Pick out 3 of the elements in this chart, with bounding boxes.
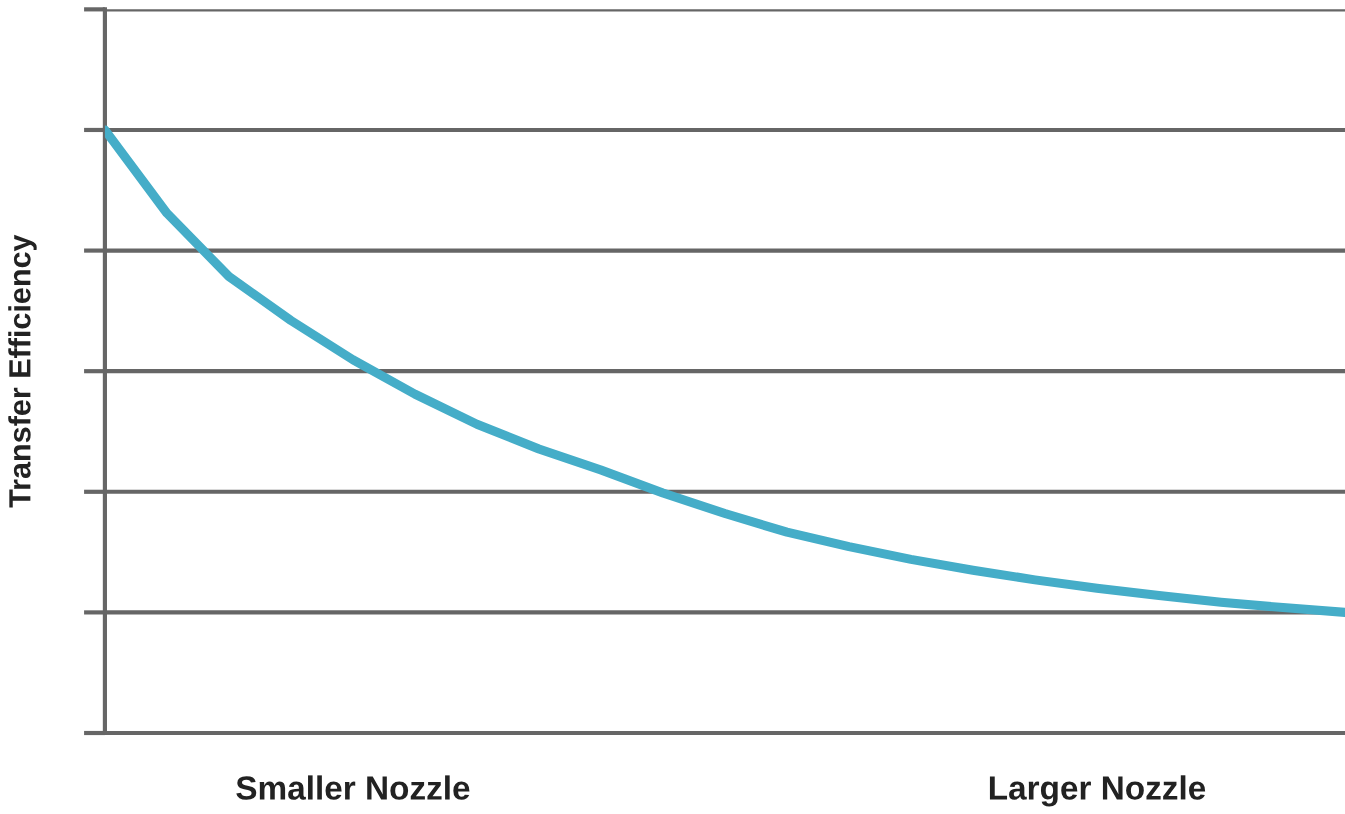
y-axis-title: Transfer Efficiency (8, 234, 37, 508)
text: Smaller Nozzle (236, 775, 470, 800)
text: Larger Nozzle (989, 775, 1206, 807)
